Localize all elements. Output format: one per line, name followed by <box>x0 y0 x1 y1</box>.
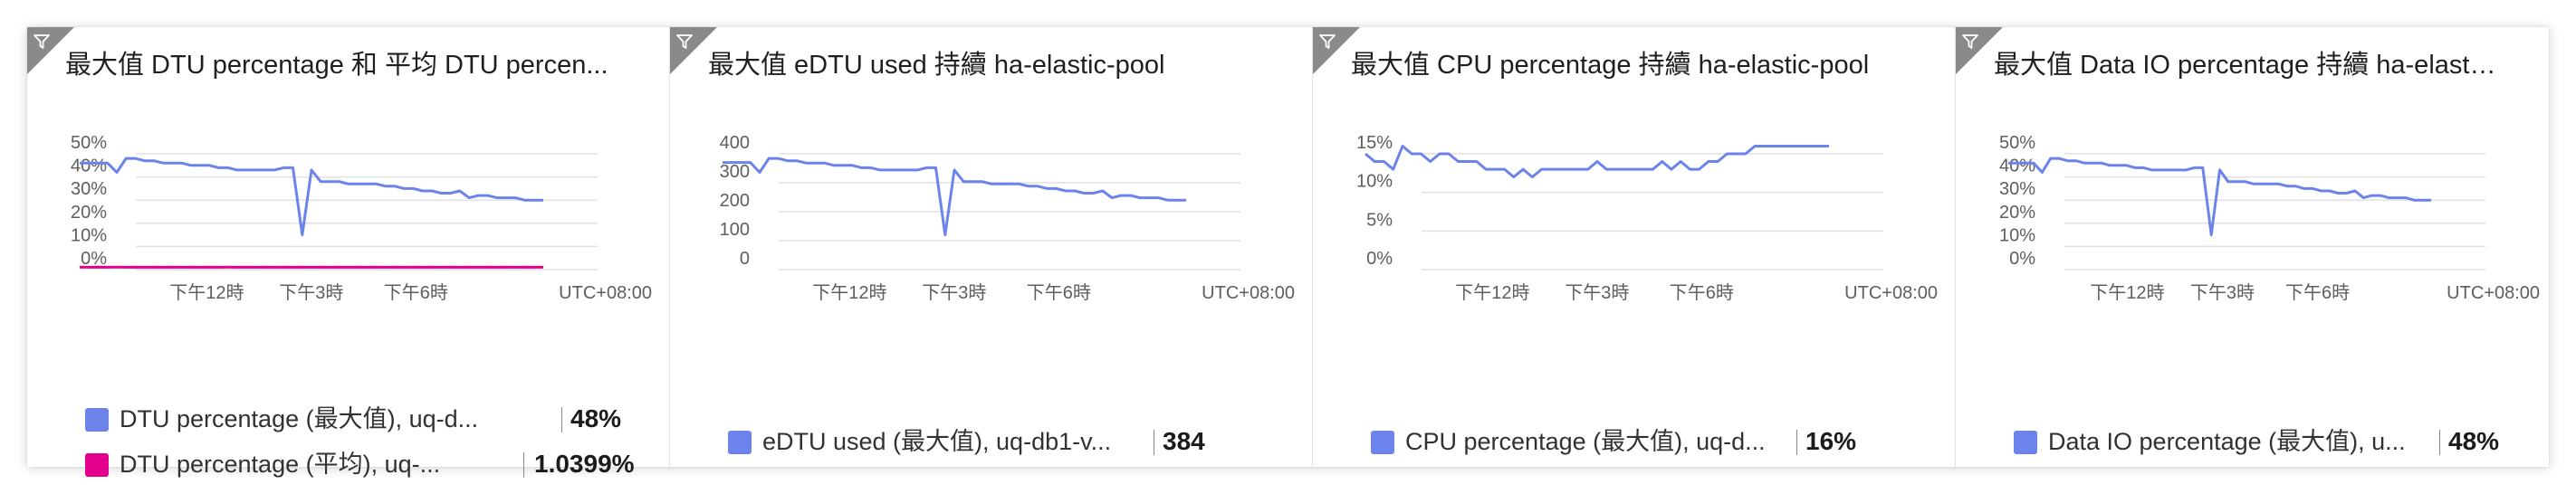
y-tick-label: 20% <box>1999 203 2035 223</box>
legend-label: Data IO percentage (最大值), u... <box>2048 428 2406 455</box>
y-tick-label: 0 <box>740 249 750 269</box>
legend-value: 48% <box>570 404 622 432</box>
y-tick-label: 30% <box>71 179 107 199</box>
y-tick-label: 400 <box>720 133 750 153</box>
line-chart: 50% 40% 30% 20%10% 0% 下午12時 下午3時 下午6時 UTC+08:00 <box>71 133 652 303</box>
x-tick-label: 下午6時 <box>384 282 448 303</box>
legend-value: 384 <box>1163 427 1205 455</box>
legend-separator <box>2439 430 2440 455</box>
line-chart: 400 300 200 100 0 下午12時 下午3時 下午6時 UTC+08:00 <box>720 133 1295 303</box>
legend-swatch <box>728 431 752 454</box>
x-tick-label: 下午3時 <box>2190 282 2255 303</box>
x-tick-label: 下午12時 <box>169 282 244 303</box>
y-tick-label: 20% <box>71 203 107 223</box>
legend-swatch <box>1371 431 1394 454</box>
y-tick-label: 200 <box>720 191 750 211</box>
tile-data-io-percentage[interactable]: 最大值 Data IO percentage 持續 ha-elastic-...… <box>1956 27 2549 467</box>
legend-value: 1.0399% <box>534 450 635 478</box>
series-line-0 <box>723 157 1186 237</box>
y-tick-label: 10% <box>1356 172 1393 192</box>
tile-title: 最大值 eDTU used 持續 ha-elastic-pool <box>708 51 1165 80</box>
legend-label: CPU percentage (最大值), uq-d... <box>1405 428 1766 455</box>
y-tick-label: 40% <box>71 157 107 176</box>
tile-dtu-percentage[interactable]: 最大值 DTU percentage 和 平均 DTU percen... 50… <box>27 27 670 478</box>
timezone-label: UTC+08:00 <box>2447 283 2540 303</box>
y-tick-label: 300 <box>720 162 750 182</box>
x-tick-label: 下午6時 <box>2285 282 2350 303</box>
legend-item-avg[interactable]: DTU percentage (平均), uq-... 1.0399% <box>85 445 646 483</box>
line-chart: 50% 40% 30% 20%10% 0% 下午12時 下午3時 下午6時 UTC+08:00 <box>1999 133 2540 303</box>
y-tick-label: 50% <box>71 133 107 153</box>
legend-label: DTU percentage (平均), uq-... <box>120 451 441 478</box>
y-tick-label: 5% <box>1366 210 1393 230</box>
legend-label: eDTU used (最大值), uq-db1-v... <box>762 428 1112 455</box>
filter-icon[interactable] <box>27 27 74 74</box>
series-line-0 <box>1365 145 1829 179</box>
y-tick-label: 15% <box>1356 133 1393 153</box>
legend-separator <box>561 407 562 432</box>
filter-icon[interactable] <box>1956 27 2003 74</box>
tile-cpu-percentage[interactable]: 最大值 CPU percentage 持續 ha-elastic-pool 15… <box>1313 27 1956 467</box>
y-tick-label: 0% <box>2009 249 2035 269</box>
filter-icon[interactable] <box>1313 27 1360 74</box>
legend-value: 16% <box>1805 427 1857 455</box>
x-tick-label: 下午3時 <box>279 282 343 303</box>
legend-value: 48% <box>2448 427 2500 455</box>
x-tick-label: 下午12時 <box>812 282 886 303</box>
y-tick-label: 30% <box>1999 179 2035 199</box>
series-line-0 <box>80 157 543 237</box>
x-tick-label: 下午12時 <box>2090 282 2164 303</box>
y-tick-label: 50% <box>1999 133 2035 153</box>
x-tick-label: 下午3時 <box>922 282 986 303</box>
series-line-0 <box>2008 157 2431 237</box>
legend-label: DTU percentage (最大值), uq-d... <box>120 405 479 432</box>
y-tick-label: 100 <box>720 220 750 240</box>
dashboard-tile-strip: 最大值 DTU percentage 和 平均 DTU percen... 50… <box>27 27 2549 478</box>
timezone-label: UTC+08:00 <box>559 283 652 303</box>
legend-item-max[interactable]: CPU percentage (最大值), uq-d... 16% <box>1371 423 1932 461</box>
tile-title: 最大值 CPU percentage 持續 ha-elastic-pool <box>1351 51 1870 80</box>
legend-swatch <box>2014 431 2037 454</box>
legend-item-max[interactable]: eDTU used (最大值), uq-db1-v... 384 <box>728 423 1289 461</box>
y-tick-label: 10% <box>1999 225 2035 245</box>
legend-separator <box>523 452 524 478</box>
x-tick-label: 下午12時 <box>1455 282 1529 303</box>
y-tick-label: 40% <box>1999 157 2035 176</box>
y-tick-label: 10% <box>71 225 107 245</box>
tile-title: 最大值 Data IO percentage 持續 ha-elastic-... <box>1994 51 2501 80</box>
legend-swatch <box>85 453 109 477</box>
legend-swatch <box>85 408 109 432</box>
filter-icon[interactable] <box>670 27 717 74</box>
legend-item-max[interactable]: Data IO percentage (最大值), u... 48% <box>2014 423 2539 461</box>
tile-edtu-used[interactable]: 最大值 eDTU used 持續 ha-elastic-pool 400 300 2… <box>670 27 1313 467</box>
timezone-label: UTC+08:00 <box>1844 283 1938 303</box>
line-chart: 15% 10% 5% 0% 下午12時 下午3時 下午6時 UTC+08:00 <box>1356 133 1938 303</box>
timezone-label: UTC+08:00 <box>1202 283 1295 303</box>
x-tick-label: 下午6時 <box>1670 282 1734 303</box>
y-tick-label: 0% <box>1366 249 1393 269</box>
legend-separator <box>1796 430 1797 455</box>
x-tick-label: 下午6時 <box>1027 282 1091 303</box>
x-tick-label: 下午3時 <box>1565 282 1629 303</box>
y-tick-label: 0% <box>81 249 107 269</box>
tile-title: 最大值 DTU percentage 和 平均 DTU percen... <box>65 51 608 80</box>
legend-item-max[interactable]: DTU percentage (最大值), uq-d... 48% <box>85 400 646 438</box>
